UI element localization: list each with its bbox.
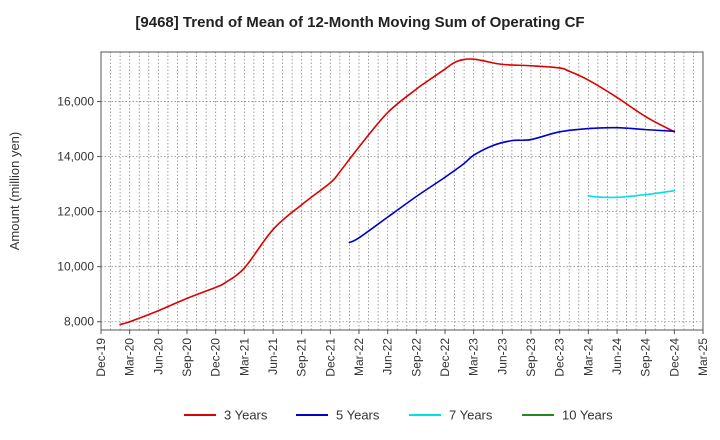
plot-frame xyxy=(100,51,704,331)
x-tick-label: Dec-20 xyxy=(209,338,223,377)
series-line-5-years xyxy=(348,126,676,244)
x-tick-label: Sep-24 xyxy=(639,338,653,377)
x-tick-label: Jun-23 xyxy=(495,338,509,375)
legend-label-3-years: 3 Years xyxy=(224,408,268,423)
y-tick-label: 14,000 xyxy=(57,150,94,164)
x-tick-label: Mar-21 xyxy=(237,338,251,376)
y-axis-ticks: 8,000 10,000 12,000 14,000 16,000 xyxy=(57,95,101,329)
x-tick-label: Dec-19 xyxy=(94,338,108,377)
x-tick-label: Mar-24 xyxy=(581,338,595,376)
legend: 3 Years 5 Years 7 Years 10 Years xyxy=(184,408,613,423)
x-tick-label: Jun-20 xyxy=(151,338,165,375)
y-tick-label: 10,000 xyxy=(57,260,94,274)
x-tick-label: Dec-23 xyxy=(553,338,567,377)
x-tick-label: Mar-25 xyxy=(696,338,710,376)
series-line-3-years xyxy=(119,58,676,326)
x-tick-label: Mar-20 xyxy=(123,338,137,376)
y-tick-label: 8,000 xyxy=(64,315,94,329)
series-lines xyxy=(119,58,676,326)
legend-label-10-years: 10 Years xyxy=(562,408,613,423)
x-tick-label: Jun-22 xyxy=(381,338,395,375)
x-tick-label: Sep-23 xyxy=(524,338,538,377)
y-tick-label: 12,000 xyxy=(57,205,94,219)
y-tick-label: 16,000 xyxy=(57,95,94,109)
chart-title: [9468] Trend of Mean of 12-Month Moving … xyxy=(135,14,585,31)
legend-label-7-years: 7 Years xyxy=(449,408,493,423)
y-axis-title: Amount (million yen) xyxy=(7,132,22,251)
x-tick-label: Sep-22 xyxy=(409,338,423,377)
x-tick-label: Dec-24 xyxy=(667,338,681,377)
x-tick-label: Sep-20 xyxy=(180,338,194,377)
grid-lines xyxy=(101,52,703,330)
x-tick-label: Sep-21 xyxy=(295,338,309,377)
x-tick-label: Jun-24 xyxy=(610,338,624,375)
x-tick-label: Mar-22 xyxy=(352,338,366,376)
series-line-7-years xyxy=(587,189,676,199)
x-tick-label: Dec-21 xyxy=(323,338,337,377)
x-tick-label: Mar-23 xyxy=(467,338,481,376)
legend-label-5-years: 5 Years xyxy=(336,408,380,423)
x-axis-ticks: Dec-19 Mar-20 Jun-20 Sep-20 Dec-20 Mar-21 Jun-… xyxy=(94,330,710,377)
x-tick-label: Dec-22 xyxy=(438,338,452,377)
x-tick-label: Jun-21 xyxy=(266,338,280,375)
